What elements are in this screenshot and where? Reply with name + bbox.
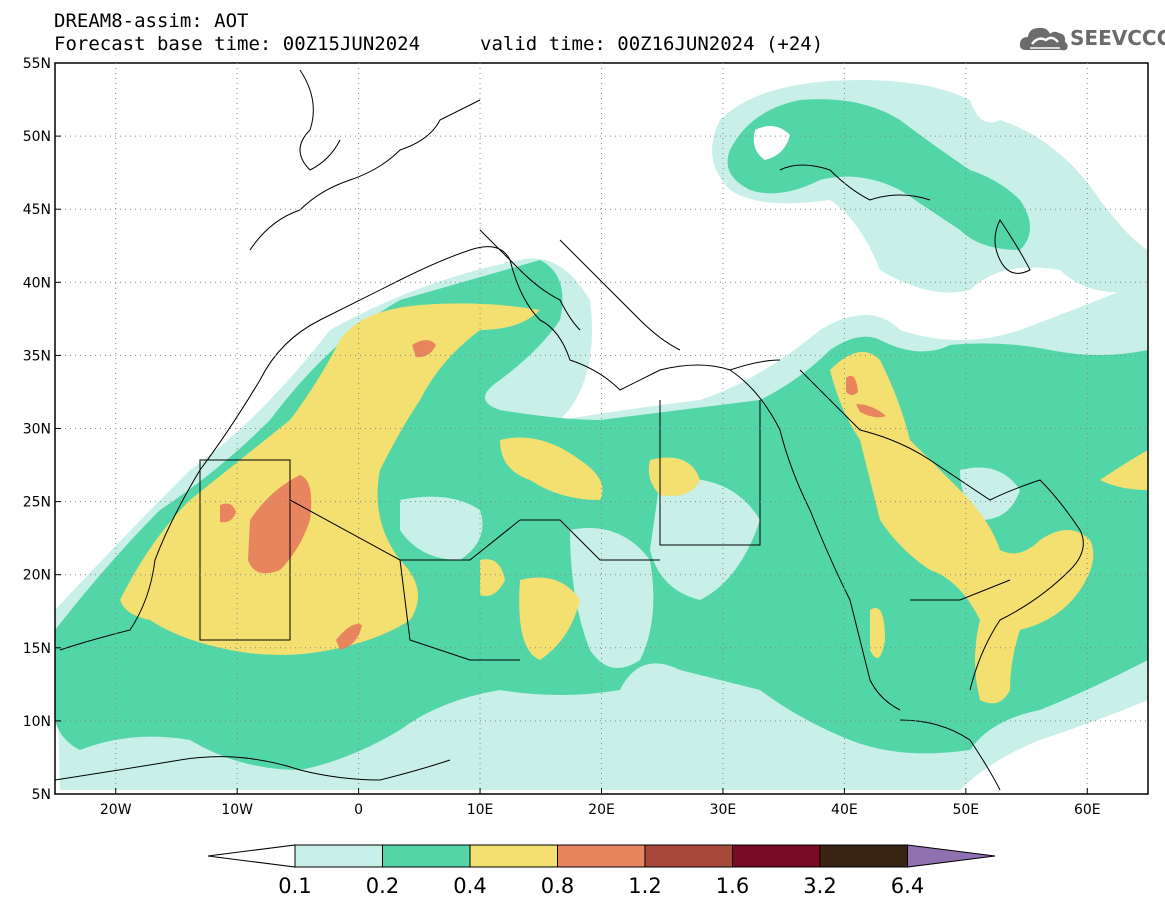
lon-label: 40E bbox=[831, 802, 858, 818]
title-line-1: DREAM8-assim: AOT bbox=[54, 10, 249, 32]
colorbar-arrow-low bbox=[207, 844, 296, 868]
lat-label: 5N bbox=[32, 787, 51, 803]
lat-label: 25N bbox=[23, 495, 51, 511]
seevccc-logo: SEEVCCC bbox=[1070, 26, 1165, 50]
aot-band-0.8 bbox=[248, 475, 312, 574]
colorbar-segment bbox=[557, 844, 646, 868]
lon-label: 20E bbox=[588, 802, 615, 818]
colorbar-segment bbox=[469, 844, 558, 868]
lat-label: 20N bbox=[23, 568, 51, 584]
lon-label: 30E bbox=[710, 802, 737, 818]
lon-label: 60E bbox=[1074, 802, 1101, 818]
lat-label: 45N bbox=[23, 202, 51, 218]
colorbar-segment bbox=[382, 844, 471, 868]
aot-band-0.4 bbox=[830, 352, 1094, 704]
lat-label: 55N bbox=[23, 56, 51, 72]
colorbar-label: 0.1 bbox=[278, 874, 311, 898]
colorbar-segment bbox=[819, 844, 908, 868]
colorbar: 0.1 0.2 0.4 0.8 1.2 1.6 3.2 6.4 bbox=[207, 844, 996, 898]
colorbar-label: 0.8 bbox=[541, 874, 574, 898]
lat-label: 40N bbox=[23, 275, 51, 291]
lon-label: 0 bbox=[354, 802, 363, 818]
lat-label: 15N bbox=[23, 641, 51, 657]
colorbar-segment bbox=[732, 844, 821, 868]
lon-label: 10E bbox=[467, 802, 494, 818]
lon-label: 50E bbox=[952, 802, 979, 818]
coastlines bbox=[55, 69, 1084, 791]
colorbar-label: 6.4 bbox=[891, 874, 924, 898]
colorbar-label: 1.2 bbox=[628, 874, 661, 898]
latitude-labels: 55N 50N 45N 40N 35N 30N 25N 20N 15N 10N 5N bbox=[23, 56, 61, 803]
lon-label: 10W bbox=[221, 802, 253, 818]
colorbar-label: 3.2 bbox=[803, 874, 836, 898]
colorbar-arrow-high bbox=[907, 844, 996, 868]
longitude-labels: 20W 10W 0 10E 20E 30E 40E 50E 60E bbox=[100, 788, 1101, 818]
cloud-logo-icon bbox=[1019, 27, 1068, 51]
base-time-label: Forecast base time: 00Z15JUN2024 bbox=[54, 33, 421, 55]
colorbar-segment bbox=[294, 844, 383, 868]
lat-label: 35N bbox=[23, 348, 51, 364]
gridlines bbox=[55, 63, 1148, 794]
lat-label: 10N bbox=[23, 714, 51, 730]
colorbar-segment bbox=[644, 844, 733, 868]
colorbar-label: 0.4 bbox=[453, 874, 486, 898]
lat-label: 30N bbox=[23, 422, 51, 438]
colorbar-label: 0.2 bbox=[366, 874, 399, 898]
aot-band-0.4 bbox=[120, 303, 540, 655]
aot-shading bbox=[55, 80, 1148, 790]
lon-label: 20W bbox=[100, 802, 132, 818]
colorbar-label: 1.6 bbox=[716, 874, 749, 898]
valid-time-label: valid time: 00Z16JUN2024 (+24) bbox=[480, 33, 824, 55]
aot-band-0.2 bbox=[727, 99, 1030, 251]
lat-label: 50N bbox=[23, 129, 51, 145]
